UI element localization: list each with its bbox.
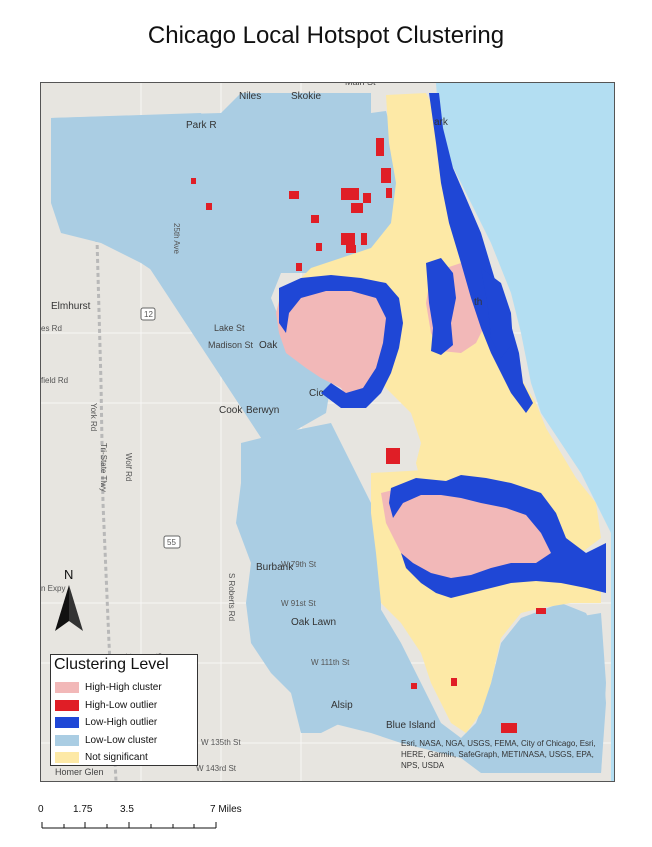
- legend-label: Not significant: [85, 752, 148, 763]
- legend: Clustering Level High-High cluster High-…: [50, 654, 198, 766]
- north-arrow-letter: N: [64, 567, 73, 582]
- low-high-outlier-north-patch-2: [481, 268, 513, 358]
- scale-bar-graphic: [41, 822, 217, 829]
- high-low-outliers: [191, 138, 546, 733]
- legend-swatch: [55, 682, 79, 693]
- high-high-cluster-south: [381, 483, 581, 583]
- label-park-ridge: Park R: [186, 120, 217, 131]
- north-arrow: N: [55, 567, 83, 631]
- label-rd-es: es Rd: [41, 324, 62, 333]
- legend-item-high-high: High-High cluster: [55, 681, 162, 694]
- legend-label: High-Low outlier: [85, 700, 158, 711]
- label-w-91st: W 91st St: [281, 599, 316, 608]
- legend-swatch: [55, 717, 79, 728]
- label-oak-lawn: Oak Lawn: [291, 617, 336, 628]
- low-low-region-southwest: [236, 423, 381, 733]
- legend-item-high-low: High-Low outlier: [55, 699, 157, 712]
- north-arrow-left-half: [55, 585, 69, 631]
- scale-tick-3: 7 Miles: [210, 804, 242, 815]
- label-s-roberts: S Roberts Rd: [227, 573, 236, 621]
- label-cicero: Cic: [309, 388, 323, 399]
- map-title: Chicago Local Hotspot Clustering: [147, 22, 505, 49]
- legend-item-not-significant: Not significant: [55, 751, 148, 764]
- label-w-135th: W 135th St: [201, 738, 241, 747]
- scale-tick-0: 0: [38, 804, 44, 815]
- label-blue-island: Blue Island: [386, 720, 435, 731]
- legend-item-low-high: Low-High outlier: [55, 716, 157, 729]
- low-high-outlier-south-ring: [389, 475, 606, 598]
- hwy-55-shield: [163, 535, 181, 549]
- scale-tick-2: 3.5: [120, 804, 134, 815]
- label-burbank: Burbank: [256, 562, 294, 573]
- label-w-111th: W 111th St: [311, 658, 350, 667]
- label-oak: Oak: [259, 340, 278, 351]
- label-25th-ave: 25th Ave: [172, 223, 181, 255]
- scale-bar: 0 1.75 3.5 7 Miles: [38, 804, 278, 834]
- scale-tick-1: 1.75: [73, 804, 93, 815]
- legend-swatch: [55, 735, 79, 746]
- legend-label: Low-Low cluster: [85, 735, 158, 746]
- label-elmhurst: Elmhurst: [51, 301, 91, 312]
- label-th: th: [474, 297, 482, 308]
- label-expy: n Expy: [41, 584, 65, 593]
- label-cook: Cook: [219, 405, 243, 416]
- hwy-12-shield: [140, 307, 156, 321]
- label-w-79th: W 79th St: [281, 560, 317, 569]
- legend-swatch: [55, 752, 79, 763]
- label-homer-glen: Homer Glen: [55, 767, 104, 777]
- low-high-outlier-west-ring: [279, 275, 403, 408]
- attribution-text: Esri, NASA, NGA, USGS, FEMA, City of Chi…: [401, 739, 596, 770]
- label-berwyn: Berwyn: [246, 405, 279, 416]
- label-w-143rd: W 143rd St: [196, 764, 237, 773]
- low-high-outlier-north-patch: [426, 258, 456, 355]
- label-main-st: Main St: [345, 83, 376, 87]
- label-skokie: Skokie: [291, 91, 321, 102]
- legend-item-low-low: Low-Low cluster: [55, 734, 157, 747]
- label-tri-state: Tri-State Tlwy: [99, 443, 108, 492]
- legend-title: Clustering Level: [54, 656, 169, 673]
- label-lake-st: Lake St: [214, 323, 245, 333]
- lake-michigan: [436, 83, 614, 781]
- hwy-12-label: 12: [144, 310, 153, 319]
- north-arrow-right-half: [69, 585, 83, 631]
- legend-label: High-High cluster: [85, 682, 162, 693]
- low-low-region-northwest: [51, 113, 391, 293]
- hwy-55-label: 55: [167, 538, 176, 547]
- label-niles: Niles: [239, 91, 261, 102]
- label-alsip: Alsip: [331, 700, 353, 711]
- label-york-rd: York Rd: [89, 403, 98, 431]
- label-ark: ark: [434, 117, 449, 128]
- legend-swatch: [55, 700, 79, 711]
- label-madison-st: Madison St: [208, 340, 254, 350]
- low-low-region-southeast: [511, 613, 606, 773]
- label-wolf-rd: Wolf Rd: [124, 453, 133, 481]
- label-field-rd: field Rd: [41, 376, 68, 385]
- legend-label: Low-High outlier: [85, 717, 158, 728]
- high-high-cluster-west: [276, 278, 396, 403]
